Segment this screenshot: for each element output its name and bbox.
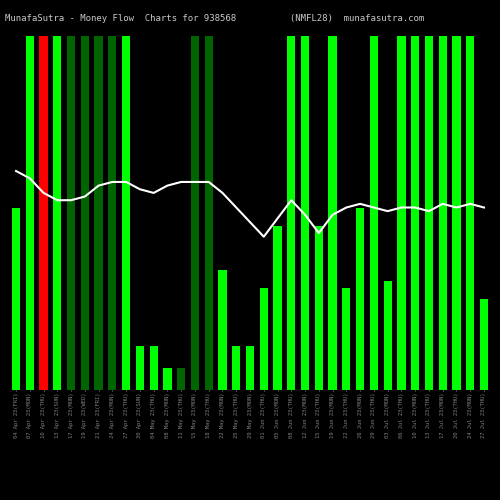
Bar bbox=[150, 346, 158, 390]
Bar bbox=[177, 368, 186, 390]
Bar bbox=[260, 288, 268, 390]
Bar bbox=[26, 36, 34, 390]
Bar bbox=[274, 226, 281, 390]
Bar bbox=[398, 36, 406, 390]
Bar bbox=[40, 36, 48, 390]
Bar bbox=[204, 36, 213, 390]
Text: MunafaSutra - Money Flow  Charts for 938568          (NMFL28)  munafasutra.com: MunafaSutra - Money Flow Charts for 9385… bbox=[5, 14, 424, 23]
Bar bbox=[356, 208, 364, 390]
Bar bbox=[80, 36, 89, 390]
Bar bbox=[191, 36, 199, 390]
Bar bbox=[108, 36, 116, 390]
Bar bbox=[67, 36, 75, 390]
Bar bbox=[12, 208, 20, 390]
Bar bbox=[411, 36, 420, 390]
Bar bbox=[314, 226, 323, 390]
Bar bbox=[136, 346, 144, 390]
Bar bbox=[232, 346, 240, 390]
Bar bbox=[218, 270, 226, 390]
Bar bbox=[53, 36, 62, 390]
Bar bbox=[164, 368, 172, 390]
Bar bbox=[328, 36, 336, 390]
Bar bbox=[122, 36, 130, 390]
Bar bbox=[480, 298, 488, 390]
Bar bbox=[94, 36, 102, 390]
Bar bbox=[466, 36, 474, 390]
Bar bbox=[452, 36, 460, 390]
Bar bbox=[301, 36, 309, 390]
Bar bbox=[246, 346, 254, 390]
Bar bbox=[370, 36, 378, 390]
Bar bbox=[438, 36, 447, 390]
Bar bbox=[287, 36, 296, 390]
Bar bbox=[384, 280, 392, 390]
Bar bbox=[425, 36, 433, 390]
Bar bbox=[342, 288, 350, 390]
